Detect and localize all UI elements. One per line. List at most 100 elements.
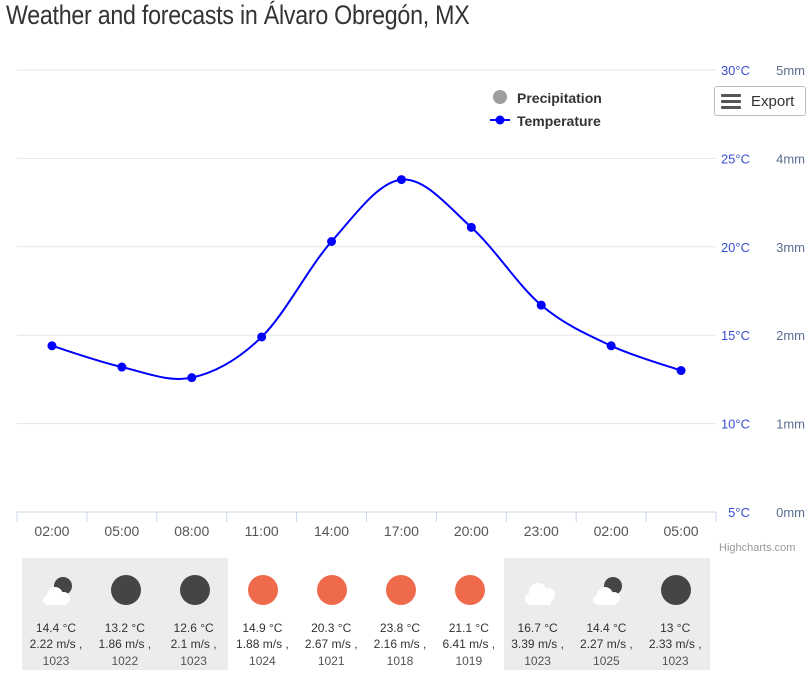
weather-chart: 02:00 05:00 08:00 11:00 14:00 17:00 20:00 23:00… (16, 63, 805, 539)
forecast-wind: 6.41 m/s , (442, 637, 496, 651)
moon-icon (661, 575, 692, 605)
temperature-tick-label: 25°C (721, 151, 750, 166)
temperature-point (466, 222, 476, 232)
export-button[interactable]: Export (714, 86, 806, 116)
forecast-temperature: 21.1 °C (448, 621, 489, 635)
forecast-item: 13 °C 2.33 m/s , 1023 (641, 558, 709, 670)
temperature-legend-label: Temperature (517, 113, 601, 129)
forecast-temperature: 20.3 °C (311, 621, 352, 635)
forecast-item: 16.7 °C 3.39 m/s , 1023 (504, 558, 572, 670)
forecast-wind: 2.67 m/s , (304, 637, 358, 651)
forecast-pressure: 1023 (42, 654, 70, 668)
forecast-wind: 1.86 m/s , (98, 637, 152, 651)
forecast-pressure: 1021 (317, 654, 345, 668)
forecast-wind: 2.16 m/s , (373, 637, 427, 651)
night-partly-cloudy-icon (43, 577, 72, 605)
forecast-pressure: 1023 (524, 654, 551, 668)
temperature-point (676, 366, 686, 376)
menu-icon (721, 91, 741, 112)
night-partly-cloudy-icon (593, 577, 623, 605)
x-tick-label: 20:00 (454, 523, 489, 539)
forecast-pressure: 1025 (593, 654, 620, 668)
precipitation-tick-label: 0mm (776, 505, 805, 520)
sun-icon (454, 575, 485, 605)
temperature-point (257, 332, 267, 342)
forecast-item: 14.9 °C 1.88 m/s , 1024 (228, 558, 296, 670)
forecast-temperature: 23.8 °C (379, 621, 421, 635)
credits-link[interactable]: Highcharts.com (719, 542, 796, 554)
temperature-point (47, 341, 57, 351)
forecast-wind: 2.33 m/s , (648, 637, 702, 651)
temperature-legend-symbol (495, 115, 505, 125)
forecast-item: 13.2 °C 1.86 m/s , 1022 (91, 558, 159, 670)
temperature-tick-label: 20°C (721, 240, 750, 255)
x-tick-label: 05:00 (104, 523, 139, 539)
x-tick-label: 05:00 (664, 523, 699, 539)
x-tick-label: 08:00 (174, 523, 209, 539)
temperature-tick-label: 30°C (721, 63, 750, 78)
forecast-pressure: 1019 (455, 654, 483, 668)
forecast-item: 12.6 °C 2.1 m/s , 1023 (160, 558, 228, 670)
forecast-pressure: 1024 (249, 654, 276, 668)
temperature-point (187, 373, 197, 383)
x-tick-label: 11:00 (245, 523, 279, 539)
moon-icon (179, 575, 210, 605)
precipitation-axis: 5mm 4mm 3mm 2mm 1mm 0mm (776, 63, 805, 520)
x-tick-label: 14:00 (314, 523, 349, 539)
sun-icon (317, 575, 348, 605)
page-title: Weather and forecasts in Álvaro Obregón,… (6, 0, 470, 30)
forecast-item: 14.4 °C 2.22 m/s , 1023 (22, 558, 90, 670)
temperature-point (606, 341, 616, 351)
precipitation-legend-label: Precipitation (517, 90, 602, 106)
forecast-wind: 2.22 m/s , (29, 637, 83, 651)
forecast-pressure: 1022 (111, 654, 139, 668)
precipitation-tick-label: 3mm (776, 240, 805, 255)
temperature-tick-label: 5°C (728, 505, 750, 520)
moon-icon (110, 575, 141, 605)
forecast-temperature: 14.4 °C (586, 621, 627, 635)
temperature-tick-label: 15°C (721, 328, 750, 343)
temperature-axis: 30°C 25°C 20°C 15°C 10°C 5°C (721, 63, 750, 520)
forecast-item: 20.3 °C 2.67 m/s , 1021 (297, 558, 365, 670)
precipitation-tick-label: 1mm (776, 417, 805, 432)
precipitation-legend-symbol (493, 90, 507, 104)
temperature-line (51, 178, 682, 380)
temperature-point (117, 362, 127, 372)
forecast-strip: 14.4 °C 2.22 m/s , 1023 13.2 °C 1.86 m/s , 10… (22, 558, 710, 670)
temperature-point (396, 175, 406, 185)
forecast-wind: 2.27 m/s , (580, 637, 633, 651)
cloud-icon (524, 583, 555, 605)
precipitation-tick-label: 4mm (776, 151, 805, 166)
forecast-temperature: 12.6 °C (173, 621, 214, 635)
forecast-item: 21.1 °C 6.41 m/s , 1019 (435, 558, 503, 670)
sun-icon (386, 575, 416, 605)
x-tick-label: 02:00 (34, 523, 69, 539)
legend[interactable]: Precipitation Temperature (490, 90, 602, 129)
forecast-temperature: 13 °C (660, 621, 691, 635)
temperature-point (536, 300, 546, 310)
forecast-temperature: 13.2 °C (104, 621, 145, 635)
grid-lines (17, 69, 716, 513)
forecast-pressure: 1018 (386, 654, 414, 668)
forecast-wind: 1.88 m/s , (236, 637, 289, 651)
temperature-tick-label: 10°C (721, 417, 750, 432)
export-label: Export (751, 92, 795, 110)
forecast-pressure: 1023 (180, 654, 207, 668)
temperature-series (47, 175, 686, 383)
sun-icon (248, 575, 279, 605)
x-tick-label: 02:00 (594, 523, 629, 539)
x-axis: 02:00 05:00 08:00 11:00 14:00 17:00 20:00 23:00… (16, 512, 717, 539)
precipitation-tick-label: 5mm (776, 63, 805, 78)
forecast-pressure: 1023 (661, 654, 689, 668)
temperature-point (327, 236, 337, 246)
precipitation-tick-label: 2mm (776, 328, 805, 343)
forecast-temperature: 16.7 °C (517, 621, 558, 635)
forecast-temperature: 14.4 °C (35, 621, 77, 635)
x-tick-label: 23:00 (524, 523, 559, 539)
forecast-wind: 2.1 m/s , (170, 637, 217, 651)
x-tick-label: 17:00 (384, 523, 419, 539)
forecast-wind: 3.39 m/s , (511, 637, 564, 651)
forecast-temperature: 14.9 °C (242, 621, 283, 635)
forecast-item: 23.8 °C 2.16 m/s , 1018 (366, 558, 434, 670)
forecast-item: 14.4 °C 2.27 m/s , 1025 (572, 558, 640, 670)
